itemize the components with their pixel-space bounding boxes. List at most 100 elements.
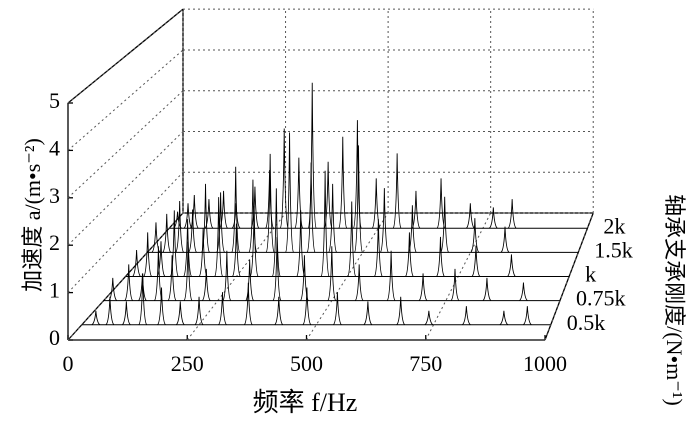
spectrum-peak [222,250,232,302]
spectrum-peak [500,226,510,253]
spectrum-peak [386,250,396,302]
spectrum-peak [201,183,210,253]
spectrum-peak [183,203,193,229]
spectrum-peak [507,199,517,229]
spectrum-peak [175,301,185,326]
spectrum-peak [470,218,480,253]
spectrum-peak [231,166,241,253]
spectrum-peak [265,170,274,229]
x-axis-label: 频率 f/Hz [253,388,358,417]
spectrum-peak [450,268,460,302]
spectrum-peak [471,245,481,277]
z-axis-label: 轴承支承刚度/(N•m⁻¹) [662,194,687,406]
y-axis-label: 加速度 a/(m•s⁻²) [20,138,45,292]
spectrum-peak [436,178,446,229]
spectrum-peak [271,188,281,277]
spectrum-peak [523,306,532,326]
spectrum-peak [294,157,304,229]
spectrum-peak [307,82,317,229]
spectrum-peak [285,132,294,253]
spectrum-peak [194,296,204,326]
depth-tick-label: k [585,262,596,287]
spectrum-peak [354,264,364,302]
spectrum-peak [482,277,492,302]
y-tick-label: 5 [49,88,60,113]
axis-line [67,8,184,104]
spectrum-peak [189,194,199,229]
y-tick-label: 1 [49,278,60,303]
spectrum-peak [418,273,428,302]
x-tick-label: 1000 [523,351,567,376]
spectrum-peak [424,310,434,326]
grid-line [67,49,184,151]
spectrum-peak [151,222,161,253]
spectrum-peak [333,292,342,326]
grid-line [67,131,184,246]
spectrum-peak [183,219,192,277]
x-tick-label: 0 [63,351,74,376]
spectrum-peak [218,292,227,326]
spectrum-peak [371,178,381,229]
depth-tick-label: 1.5k [594,237,633,262]
spectrum-peak [519,282,528,302]
spectrum-peak [156,241,166,277]
spectrum-peak [169,210,179,277]
y-tick-label: 4 [49,135,60,160]
spectrum-peak [232,223,241,277]
spectrum-peak [231,203,241,229]
spectrum-peak [379,188,389,253]
x-tick-label: 750 [409,351,442,376]
depth-tick-label: 0.5k [567,310,606,335]
spectrum-peak [323,161,333,229]
spectrum-peak [157,287,166,326]
spectrum-peak [219,190,228,229]
spectrum-peak [124,264,134,302]
spectrum-peak [338,136,348,229]
spectrum-peak [302,287,312,326]
spectrum-peak [105,296,115,326]
spectrum-peak [436,236,445,277]
spectrum-peak [173,211,182,229]
spectrum-peak [204,199,214,229]
y-tick-label: 2 [49,230,60,255]
spectrum-peak [373,219,383,277]
spectrum-peak [245,259,255,302]
spectrum-peak [214,197,224,277]
spectrum-peak [201,268,211,302]
spectrum-peak [440,196,450,253]
spectrum-peak [122,301,131,326]
x-tick-label: 250 [171,351,204,376]
spectrum-peak [216,192,226,253]
spectrum-peak [327,246,337,302]
spectrum-peak [108,277,118,302]
depth-tick-label: 0.75k [576,286,626,311]
spectrum-peak [154,246,163,302]
spectrum-peak [499,310,509,326]
spectrum-peak [143,232,153,277]
spectrum-peak [265,153,275,253]
spectrum-peak [167,255,177,302]
spectrum-peak [279,128,289,229]
depth-tick-label: 2k [603,213,625,238]
spectrum-peak [272,237,282,302]
spectrum-peak [274,296,284,326]
spectrum-peak [507,254,516,277]
spectrum-peak [405,232,414,277]
spectrum-peak [354,145,363,253]
spectrum-peak [407,205,417,253]
spectrum-peak [320,170,330,277]
spectrum-peak [175,200,185,253]
spectrum-peak [188,209,197,253]
x-tick-label: 500 [290,351,323,376]
spectrum-peak [296,210,306,277]
spectrum-peak [138,273,147,302]
spectrum-peak [489,207,498,229]
spectrum-peak [462,306,471,326]
spectrum-peak [411,190,421,229]
spectrum-peak [91,310,101,326]
grid-line [67,90,184,199]
spectrum-peak [352,120,362,229]
spectrum-peak [248,179,258,253]
spectrum-peak [363,301,373,326]
